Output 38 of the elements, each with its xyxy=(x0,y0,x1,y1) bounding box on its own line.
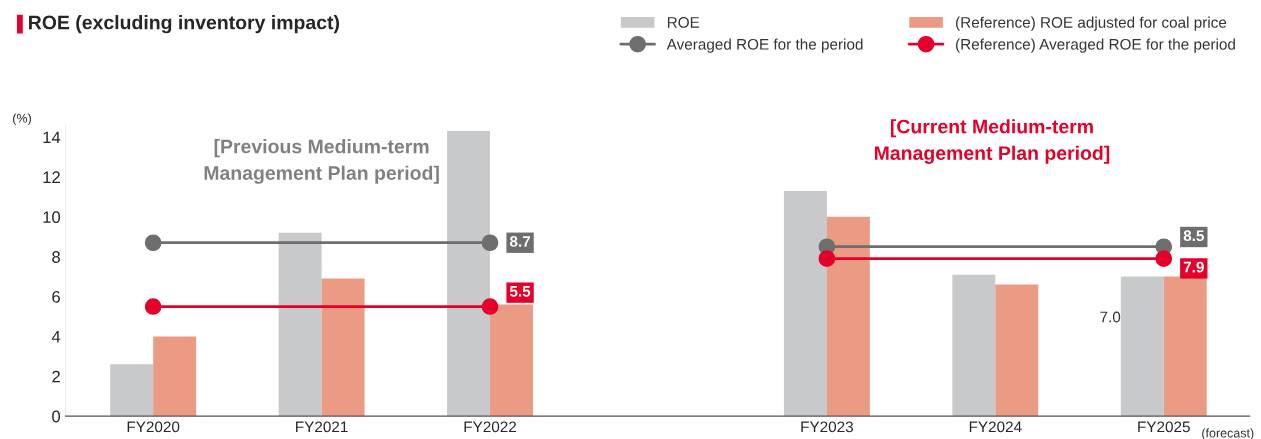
data-label: 7.9 xyxy=(1183,261,1204,273)
bar xyxy=(110,364,154,417)
bar xyxy=(278,232,322,417)
y-tick-label: 4 xyxy=(51,331,61,343)
legend-label: ROE xyxy=(667,17,700,28)
x-tick-label: FY2022 xyxy=(464,421,517,433)
legend-label: (Reference) Averaged ROE for the period xyxy=(956,38,1235,53)
y-tick-label: 2 xyxy=(52,370,60,383)
annotation: [Previous Medium-term Management Plan period] xyxy=(204,139,439,184)
y-tick-label: 0 xyxy=(52,410,61,423)
bar xyxy=(952,274,996,417)
bar xyxy=(783,190,827,417)
x-tick-label: FY2023 xyxy=(801,421,853,433)
bar xyxy=(826,216,870,417)
y-tick-label: 14 xyxy=(43,131,61,144)
data-label: 5.5 xyxy=(509,286,531,297)
bar xyxy=(995,284,1039,417)
data-label: 8.5 xyxy=(1183,230,1205,242)
y-tick-label: 8 xyxy=(52,251,60,263)
y-tick-label: 6 xyxy=(52,290,60,303)
x-tick-label: FY2021 xyxy=(296,421,348,433)
y-tick-label: 12 xyxy=(43,171,60,183)
bar xyxy=(153,336,197,417)
x-tick-label: FY2025 xyxy=(1138,421,1190,433)
y-tick-label: 10 xyxy=(43,211,61,224)
text: (forecast) xyxy=(1202,428,1254,439)
data-label: 8.7 xyxy=(509,236,531,247)
data-label: 7.0 xyxy=(1100,311,1121,323)
legend-label: (Reference) ROE adjusted for coal price xyxy=(956,16,1227,31)
legend-label: Averaged ROE for the period xyxy=(666,38,863,53)
chart-title: ROE (excluding inventory impact) xyxy=(29,15,340,34)
x-tick-label: FY2020 xyxy=(127,421,180,433)
bar xyxy=(321,278,365,417)
x-tick-label: FY2024 xyxy=(969,421,1022,433)
y-axis-title: (%) xyxy=(13,113,31,126)
annotation: [Current Medium-term Management Plan period] xyxy=(874,119,1110,164)
bar xyxy=(447,131,491,417)
bar xyxy=(1120,276,1164,417)
